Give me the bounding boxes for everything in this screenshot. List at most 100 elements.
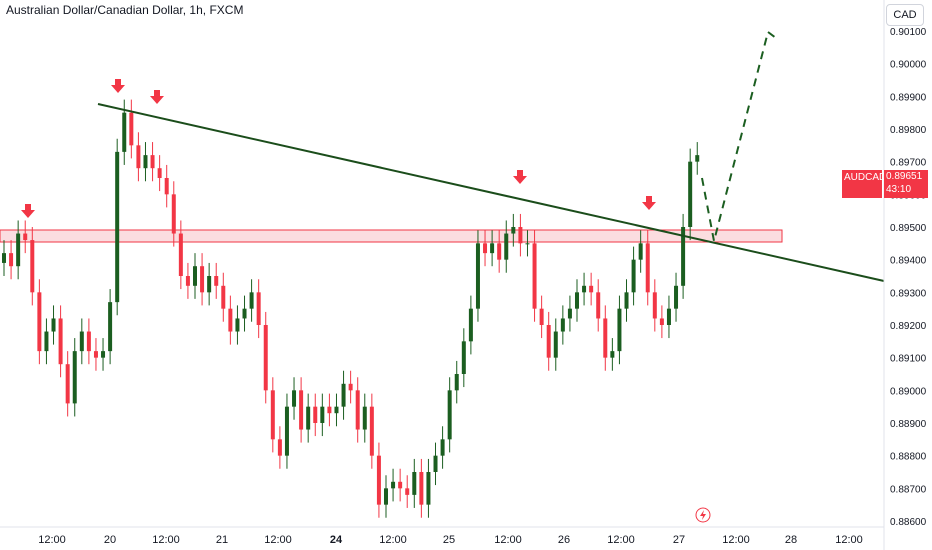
candle-body [447,390,452,440]
time-tick-label: 12:00 [264,534,292,546]
arrow-down-icon [513,170,527,184]
candle-body [58,318,63,365]
candle-body [192,266,197,286]
symbol-tag: AUDCAD [842,170,886,198]
projection-path[interactable] [701,30,777,242]
candle-body [412,472,417,495]
time-tick-label: 12:00 [607,534,635,546]
price-tick-label: 0.88700 [890,484,927,495]
time-tick-label: 12:00 [152,534,180,546]
projection-line [701,30,777,242]
candle-body [638,243,643,260]
candle-body [433,455,438,472]
candle-body [115,151,120,303]
candle-body [376,455,381,505]
candle-body [221,285,226,309]
candle-body [334,406,339,414]
candle-body [518,227,523,244]
time-tick-label: 20 [104,534,116,546]
candle-body [440,439,445,456]
candle-body [659,318,664,325]
candle-body [242,308,247,319]
candle-body [511,227,516,234]
currency-button[interactable]: CAD [886,4,924,26]
arrow-down-icon [642,196,656,210]
chart-title: Australian Dollar/Canadian Dollar, 1h, F… [6,3,244,17]
candle-body [150,155,155,169]
price-tick-label: 0.89300 [890,288,927,299]
lightning-icon[interactable] [695,507,711,523]
candle-body [270,390,275,440]
candle-body [497,243,502,260]
candle-body [490,243,495,254]
candle-body [37,292,42,352]
arrow-markers [21,79,656,218]
candle-body [129,112,134,146]
price-tick-label: 0.89100 [890,354,927,365]
price-tick-label: 0.90000 [890,60,927,71]
time-tick-label: 12:00 [722,534,750,546]
candle-body [681,227,686,286]
candle-body [596,292,601,319]
candle-body [560,318,565,332]
candle-body [313,406,318,423]
time-tick-label: 12:00 [835,534,863,546]
candle-body [284,406,289,456]
candle-body [398,481,403,489]
candle-body [532,243,537,309]
time-tick-label: 12:00 [38,534,66,546]
price-tick-label: 0.89500 [890,223,927,234]
arrow-down-icon [21,204,35,218]
candle-body [171,194,176,234]
candle-body [306,406,311,430]
trendline[interactable] [97,103,885,282]
price-tick-label: 0.89800 [890,125,927,136]
trendline-segment [97,103,885,282]
time-tick-label: 26 [558,534,570,546]
candle-body [405,488,410,495]
candle-body [355,390,360,430]
zone-rect [0,229,783,243]
candle-body [617,308,622,352]
candle-body [200,266,205,293]
candle-body [2,253,6,263]
candle-body [51,318,56,332]
candle-body [362,406,367,430]
candle-body [249,292,254,309]
candle-body [504,233,509,260]
candle-body [341,383,346,407]
candle-body [419,472,424,505]
candle-body [610,351,615,358]
price-tick-label: 0.89400 [890,256,927,267]
candle-body [136,145,141,169]
candle-body [553,331,558,358]
candle-body [652,292,657,319]
candle-body [525,243,530,245]
time-tick-label: 21 [216,534,228,546]
arrow-down-icon [150,90,164,104]
candle-body [277,439,282,456]
candle-body [674,285,679,309]
price-tick-label: 0.88900 [890,419,927,430]
candle-body [178,233,183,276]
time-tick-label: 24 [330,534,343,546]
countdown: 43:10 [886,184,912,195]
candle-body [44,331,49,352]
last-price: 0.89651 [886,171,923,182]
candle-body [546,325,551,358]
candle-body [468,308,473,342]
candle-body [461,341,466,374]
resistance-zone [0,229,783,243]
last-price-tag: 0.89651 43:10 [884,170,928,198]
candle-body [86,331,91,352]
candle-body [263,325,268,391]
candle-body [235,318,240,332]
candle-body [256,292,261,325]
candle-body [348,383,353,391]
candle-body [391,481,396,489]
candle-body [292,390,297,407]
candle-body [214,276,219,286]
time-axis[interactable]: 12:00 20 12:00 21 12:00 24 12:00 25 12:00 26 12:00… [38,534,863,546]
candle-body [475,243,480,309]
